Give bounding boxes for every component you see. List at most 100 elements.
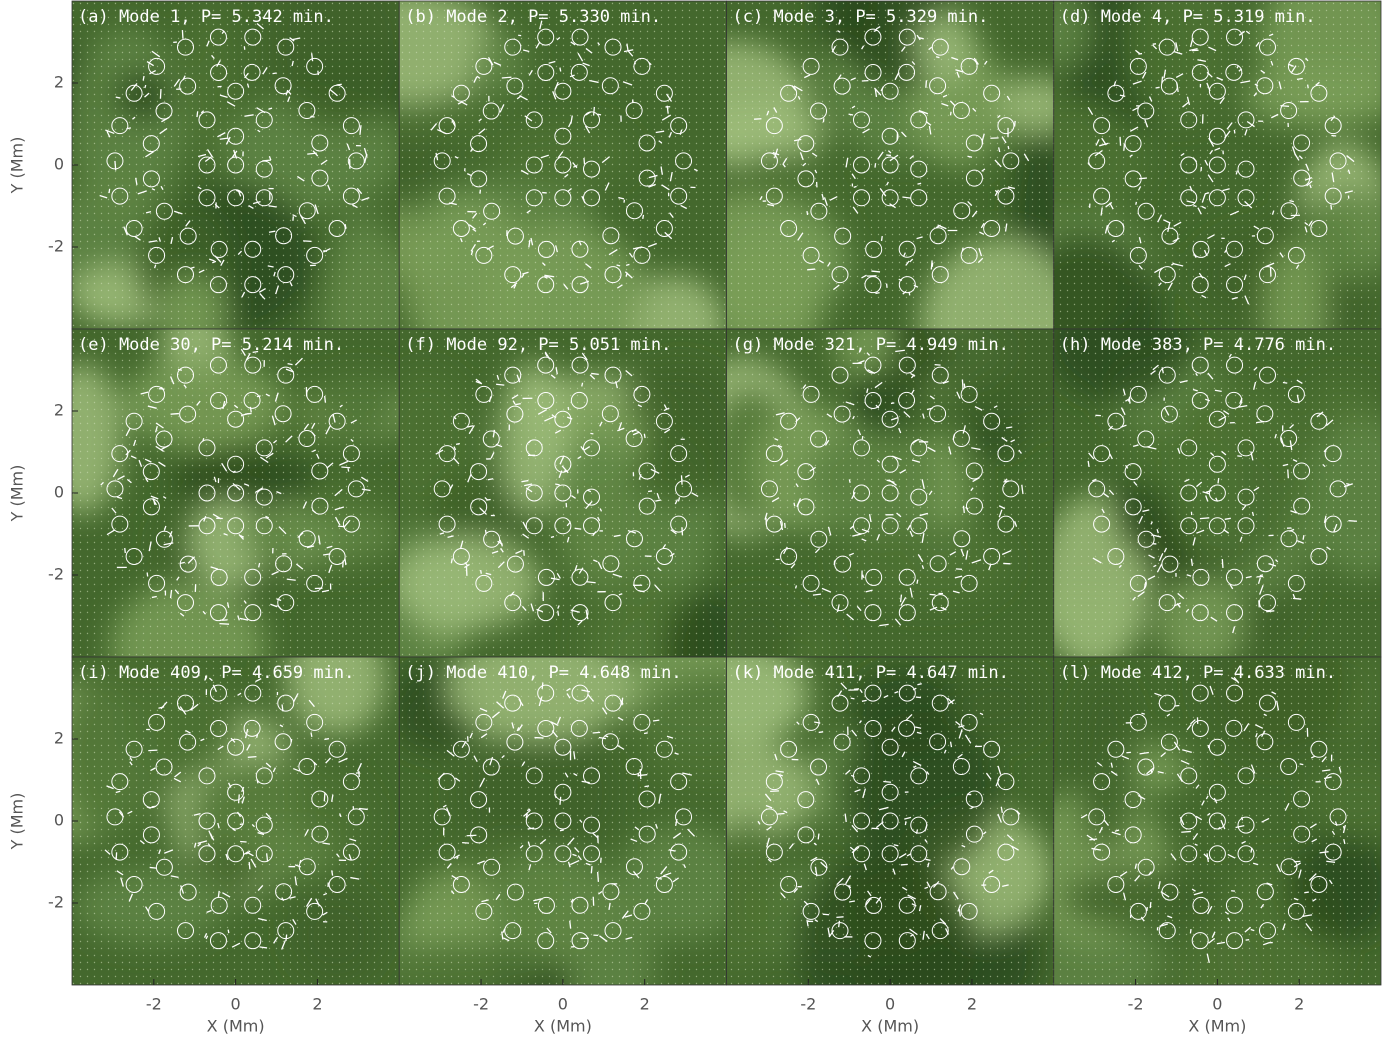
- pore-circle: [554, 845, 572, 863]
- vector: [1092, 557, 1102, 564]
- pore-circle: [142, 791, 160, 809]
- vector: [880, 235, 883, 242]
- vector: [584, 125, 591, 134]
- pore-circle: [198, 189, 216, 207]
- vector: [468, 224, 476, 230]
- vector: [305, 897, 313, 907]
- vector: [248, 204, 254, 210]
- vector: [1305, 163, 1310, 171]
- vector: [520, 169, 529, 175]
- pore-circle: [929, 405, 947, 423]
- pore-circle: [864, 932, 882, 950]
- vector: [643, 433, 646, 439]
- vector: [148, 541, 152, 552]
- vector: [1146, 767, 1155, 775]
- panel-body: [726, 329, 1054, 657]
- vector: [1292, 459, 1298, 463]
- vector: [625, 272, 628, 277]
- pore-circle: [111, 187, 129, 205]
- vector: [862, 574, 865, 578]
- pore-circle: [506, 883, 524, 901]
- vector: [1110, 770, 1118, 777]
- vector: [361, 488, 371, 492]
- vector: [206, 40, 210, 47]
- vector: [1197, 59, 1207, 62]
- pore-circle: [881, 156, 899, 174]
- pore-circle: [881, 82, 899, 100]
- vector: [1167, 282, 1173, 291]
- pore-circle: [765, 773, 783, 791]
- pore-circle: [554, 156, 572, 174]
- vector: [1289, 424, 1295, 429]
- vector: [1289, 440, 1293, 451]
- vector: [585, 263, 592, 269]
- vector: [358, 807, 368, 811]
- pore-circle: [452, 84, 470, 102]
- vector: [592, 731, 601, 734]
- vector: [336, 853, 340, 858]
- vector: [523, 809, 531, 817]
- vector: [473, 76, 478, 83]
- vector: [325, 757, 332, 764]
- x-tick-label: 2: [1294, 995, 1304, 1014]
- pore-circle: [638, 825, 656, 843]
- vector: [222, 892, 231, 898]
- vector: [644, 785, 650, 788]
- panel: (k) Mode 411, P= 4.647 min.-2 0 2X (Mm): [726, 656, 1055, 1036]
- vector: [1255, 41, 1260, 47]
- pore-circle: [227, 455, 245, 473]
- pore-circle: [960, 902, 978, 920]
- vector: [112, 468, 119, 478]
- x-axis-label: X (Mm): [1188, 1017, 1246, 1036]
- y-tick-label: 0: [54, 483, 64, 502]
- pore-circle: [1107, 412, 1125, 430]
- vector: [106, 785, 114, 790]
- vector: [627, 50, 634, 57]
- pore-circle: [306, 385, 324, 403]
- vector: [1210, 616, 1218, 622]
- pore-circle: [1180, 156, 1198, 174]
- vector: [457, 101, 462, 105]
- pore-circle: [865, 240, 883, 258]
- vector: [239, 617, 249, 621]
- vector: [1206, 953, 1210, 963]
- vector: [1004, 223, 1008, 232]
- pore-circle: [997, 515, 1015, 533]
- vector: [618, 196, 625, 200]
- vector: [326, 545, 333, 549]
- vector: [496, 374, 500, 380]
- pore-circle: [243, 719, 261, 737]
- vector: [1122, 388, 1126, 396]
- vector: [1207, 234, 1215, 240]
- vector: [971, 447, 981, 451]
- vector: [145, 151, 154, 158]
- vector: [625, 263, 630, 266]
- pore-circle: [810, 530, 828, 548]
- pore-circle: [227, 189, 245, 207]
- vector: [1295, 264, 1300, 270]
- pore-circle: [831, 922, 849, 940]
- pore-circle: [311, 497, 329, 515]
- pore-circle: [802, 57, 820, 75]
- pore-circle: [1259, 594, 1277, 612]
- vector: [1148, 554, 1155, 559]
- vector: [1201, 193, 1206, 203]
- vector: [496, 383, 505, 386]
- vector: [891, 726, 896, 732]
- vector: [821, 587, 832, 593]
- vector: [958, 729, 963, 739]
- pore-circle: [852, 111, 870, 129]
- vector: [580, 446, 584, 451]
- vector: [815, 778, 820, 786]
- pore-circle: [633, 57, 651, 75]
- pore-circle: [227, 127, 245, 145]
- vector: [618, 422, 623, 430]
- vector: [1000, 806, 1003, 814]
- panel-title: (j) Mode 410, P= 4.648 min.: [405, 663, 681, 683]
- vector: [1312, 898, 1317, 902]
- vector: [917, 554, 924, 563]
- vector: [1192, 833, 1199, 841]
- pore-circle: [864, 63, 882, 81]
- pore-circle: [831, 694, 849, 712]
- pore-circle: [997, 843, 1015, 861]
